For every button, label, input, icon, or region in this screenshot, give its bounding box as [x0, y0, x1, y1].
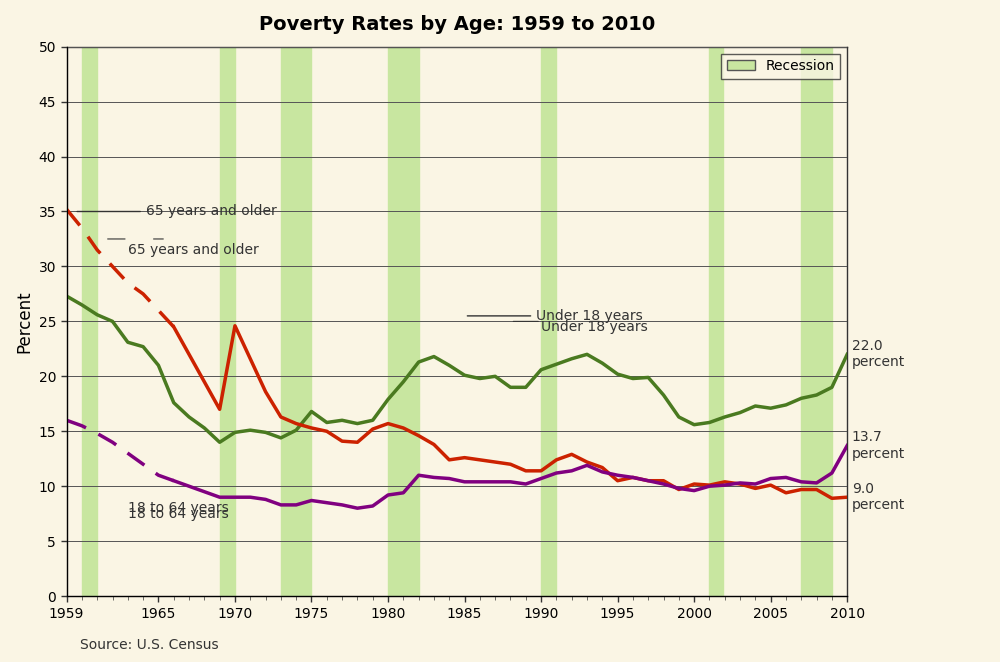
Title: Poverty Rates by Age: 1959 to 2010: Poverty Rates by Age: 1959 to 2010: [259, 15, 655, 34]
Bar: [388, 46, 419, 596]
Text: 13.7
percent: 13.7 percent: [852, 430, 905, 461]
Bar: [709, 46, 723, 596]
Text: 9.0
percent: 9.0 percent: [852, 482, 905, 512]
Text: Under 18 years: Under 18 years: [541, 320, 648, 334]
Text: 18 to 64 years: 18 to 64 years: [128, 501, 229, 515]
Text: 18 to 64 years: 18 to 64 years: [128, 506, 229, 521]
Bar: [541, 46, 556, 596]
Text: 22.0
percent: 22.0 percent: [852, 339, 905, 369]
Bar: [220, 46, 235, 596]
Text: Under 18 years: Under 18 years: [536, 309, 643, 323]
Text: 65 years and older: 65 years and older: [146, 205, 277, 218]
Legend: Recession: Recession: [721, 54, 840, 79]
Text: 65 years and older: 65 years and older: [128, 243, 259, 257]
Bar: [82, 46, 97, 596]
Bar: [281, 46, 311, 596]
Bar: [801, 46, 832, 596]
Y-axis label: Percent: Percent: [15, 290, 33, 353]
Text: Source: U.S. Census: Source: U.S. Census: [80, 638, 219, 652]
